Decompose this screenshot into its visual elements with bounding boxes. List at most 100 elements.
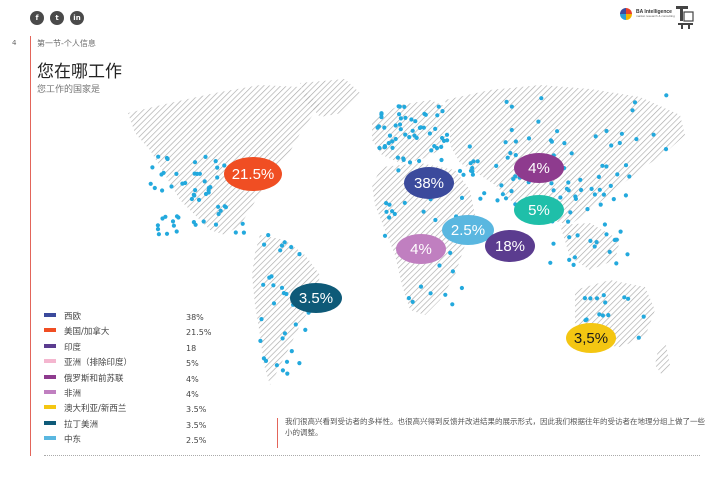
- respondent-dot: [468, 168, 474, 173]
- left-rule: [30, 36, 31, 456]
- respondent-dot: [382, 233, 388, 238]
- respondent-dot: [562, 141, 567, 146]
- legend-value: 21.5%: [186, 328, 212, 338]
- twitter-icon[interactable]: t: [50, 11, 64, 25]
- respondent-dot: [259, 317, 264, 322]
- respondent-dot: [193, 222, 198, 227]
- bubble-africa: 4%: [396, 234, 446, 264]
- brand-tagline: market research & consulting: [636, 14, 675, 19]
- respondent-dot: [617, 140, 622, 146]
- linkedin-icon[interactable]: in: [70, 11, 84, 25]
- respondent-dot: [215, 175, 220, 180]
- respondent-dot: [505, 155, 510, 160]
- respondent-dot: [284, 291, 289, 297]
- respondent-dot: [597, 187, 602, 192]
- legend-swatch: [44, 389, 56, 394]
- respondent-dot: [500, 192, 505, 197]
- respondent-dot: [280, 336, 285, 341]
- note-text: 我们很高兴看到受访者的多样性。也很高兴得到反馈并改进结果的展示形式，因此我们根据…: [285, 417, 705, 437]
- respondent-dot: [623, 163, 629, 168]
- respondent-dot: [634, 137, 639, 142]
- bubble-russia-ex-ussr: 4%: [514, 153, 564, 183]
- respondent-dot: [436, 104, 441, 109]
- page-subtitle: 您工作的国家是: [37, 85, 101, 95]
- respondent-dot: [409, 117, 414, 122]
- legend-label: 美国/加拿大: [64, 327, 110, 338]
- respondent-dot: [603, 300, 608, 305]
- respondent-dot: [588, 238, 593, 243]
- respondent-dot: [619, 131, 624, 136]
- respondent-dot: [174, 171, 179, 176]
- respondent-dot: [604, 128, 609, 134]
- legend-swatch: [44, 343, 56, 348]
- respondent-dot: [459, 195, 465, 200]
- respondent-dot: [262, 242, 267, 247]
- respondent-dot: [148, 181, 153, 186]
- respondent-dot: [503, 196, 509, 201]
- respondent-dot: [457, 168, 463, 174]
- respondent-dot: [413, 119, 418, 124]
- bubble-western-europe: 38%: [404, 167, 454, 199]
- respondent-dot: [482, 191, 487, 196]
- respondent-dot: [459, 285, 464, 291]
- respondent-dot: [160, 188, 165, 193]
- respondent-dot: [418, 125, 423, 130]
- respondent-dot: [450, 302, 455, 307]
- respondent-dot: [611, 197, 616, 202]
- legend-value: 4%: [186, 374, 199, 384]
- facebook-icon[interactable]: f: [30, 11, 44, 25]
- respondent-dot: [445, 138, 450, 143]
- respondent-dot: [297, 252, 302, 257]
- respondent-dot: [632, 100, 638, 105]
- respondent-dot: [434, 146, 440, 151]
- respondent-dot: [558, 195, 563, 200]
- respondent-dot: [382, 144, 387, 149]
- respondent-dot: [598, 202, 603, 207]
- respondent-dot: [293, 322, 298, 327]
- respondent-dot: [572, 255, 577, 260]
- respondent-dot: [504, 99, 509, 104]
- respondent-dot: [387, 215, 392, 220]
- respondent-dot: [208, 185, 213, 190]
- respondent-dot: [437, 263, 442, 268]
- respondent-dot: [578, 177, 583, 182]
- respondent-dot: [567, 235, 572, 240]
- respondent-dot: [155, 223, 160, 228]
- respondent-dot: [375, 125, 380, 130]
- respondent-dot: [395, 155, 400, 160]
- legend-label: 中东: [64, 435, 82, 446]
- respondent-dot: [407, 160, 413, 165]
- respondent-dot: [427, 131, 432, 136]
- respondent-dot: [403, 132, 408, 137]
- page-number: 4: [12, 39, 17, 47]
- respondent-dot: [289, 349, 294, 354]
- respondent-dot: [402, 104, 407, 109]
- respondent-dot: [240, 221, 245, 226]
- respondent-dot: [618, 229, 623, 234]
- respondent-dot: [233, 230, 238, 235]
- respondent-dot: [201, 219, 206, 224]
- respondent-dot: [428, 291, 433, 296]
- respondent-dot: [440, 109, 445, 114]
- new-zealand-shape: [655, 345, 670, 375]
- respondent-dot: [406, 296, 411, 301]
- respondent-dot: [626, 296, 631, 301]
- brand-name: BA Intelligence market research & consul…: [636, 9, 675, 19]
- respondent-dot: [280, 368, 285, 373]
- respondent-dot: [423, 112, 428, 117]
- southeast-asia-shape: [560, 223, 620, 270]
- respondent-dot: [503, 140, 508, 145]
- respondent-dot: [402, 200, 407, 205]
- respondent-dot: [641, 314, 646, 319]
- respondent-dot: [439, 144, 444, 149]
- respondent-dot: [386, 141, 391, 146]
- note-accent-bar: [277, 418, 278, 448]
- legend-label: 印度: [64, 342, 82, 353]
- legend-label: 拉丁美洲: [64, 419, 99, 430]
- respondent-dot: [387, 133, 393, 138]
- partner-logo-icon: [676, 6, 694, 29]
- respondent-dot: [379, 111, 384, 116]
- respondent-dot: [551, 188, 556, 193]
- respondent-dot: [663, 147, 669, 152]
- respondent-dot: [206, 190, 211, 195]
